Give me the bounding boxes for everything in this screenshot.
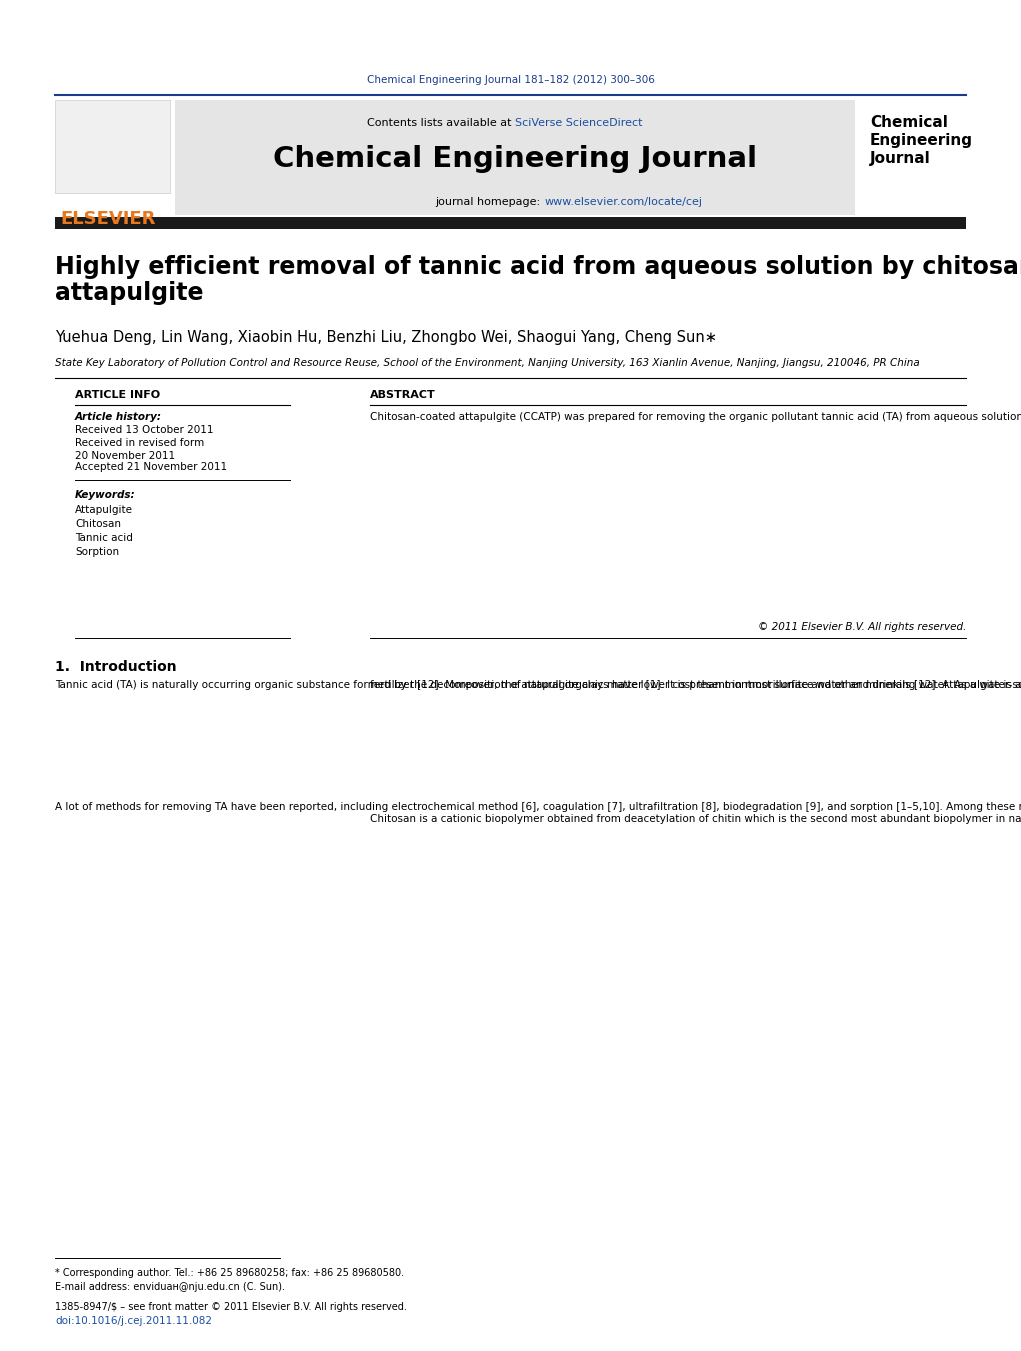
Bar [55,100,171,193]
Text: Chitosan is a cationic biopolymer obtained from deacetylation of chitin which is: Chitosan is a cationic biopolymer obtain… [370,815,1021,824]
Text: Contents lists available at: Contents lists available at [367,118,515,128]
Text: attapulgite: attapulgite [55,281,203,305]
Text: Received 13 October 2011: Received 13 October 2011 [75,426,213,435]
Text: Tannic acid: Tannic acid [75,534,133,543]
Text: Tannic acid (TA) is naturally occurring organic substance formed by the decompos: Tannic acid (TA) is naturally occurring … [55,680,1021,690]
Text: SciVerse ScienceDirect: SciVerse ScienceDirect [515,118,642,128]
Text: ABSTRACT: ABSTRACT [370,390,436,400]
Text: Article history:: Article history: [75,412,162,422]
Text: Accepted 21 November 2011: Accepted 21 November 2011 [75,462,227,471]
Bar [175,100,855,215]
Text: Chemical Engineering Journal: Chemical Engineering Journal [273,145,757,173]
Text: Chitosan: Chitosan [75,519,121,530]
Text: ARTICLE INFO: ARTICLE INFO [75,390,160,400]
Text: Received in revised form: Received in revised form [75,438,204,449]
Text: Yuehua Deng, Lin Wang, Xiaobin Hu, Benzhi Liu, Zhongbo Wei, Shaogui Yang, Cheng : Yuehua Deng, Lin Wang, Xiaobin Hu, Benzh… [55,330,717,345]
Text: Attapulgite: Attapulgite [75,505,133,515]
Text: A lot of methods for removing TA have been reported, including electrochemical m: A lot of methods for removing TA have be… [55,801,1021,812]
Text: Keywords:: Keywords: [75,490,136,500]
Text: © 2011 Elsevier B.V. All rights reserved.: © 2011 Elsevier B.V. All rights reserved… [758,621,966,632]
Text: 1.  Introduction: 1. Introduction [55,661,177,674]
Text: ELSEVIER: ELSEVIER [60,209,155,228]
Text: State Key Laboratory of Pollution Control and Resource Reuse, School of the Envi: State Key Laboratory of Pollution Contro… [55,358,920,367]
Text: * Corresponding author. Tel.: +86 25 89680258; fax: +86 25 89680580.: * Corresponding author. Tel.: +86 25 896… [55,1269,404,1278]
Text: Sorption: Sorption [75,547,119,557]
Text: journal homepage:: journal homepage: [435,197,543,207]
Bar [55,218,966,230]
Text: www.elsevier.com/locate/cej: www.elsevier.com/locate/cej [545,197,703,207]
Text: E-mail address: enviduан@nju.edu.cn (C. Sun).: E-mail address: enviduан@nju.edu.cn (C. … [55,1282,285,1292]
Text: fertilizer [12]. Moreover, the attapulgite clays have lower cost than montmorill: fertilizer [12]. Moreover, the attapulgi… [370,680,1021,690]
Text: Chemical Engineering Journal 181–182 (2012) 300–306: Chemical Engineering Journal 181–182 (20… [367,76,654,85]
Text: doi:10.1016/j.cej.2011.11.082: doi:10.1016/j.cej.2011.11.082 [55,1316,212,1325]
Text: 1385-8947/$ – see front matter © 2011 Elsevier B.V. All rights reserved.: 1385-8947/$ – see front matter © 2011 El… [55,1302,407,1312]
Text: Chemical
Engineering
Journal: Chemical Engineering Journal [870,115,973,166]
Text: 20 November 2011: 20 November 2011 [75,451,176,461]
Text: Highly efficient removal of tannic acid from aqueous solution by chitosan-coated: Highly efficient removal of tannic acid … [55,255,1021,280]
Text: Chitosan-coated attapulgite (CCATP) was prepared for removing the organic pollut: Chitosan-coated attapulgite (CCATP) was … [370,412,1021,422]
